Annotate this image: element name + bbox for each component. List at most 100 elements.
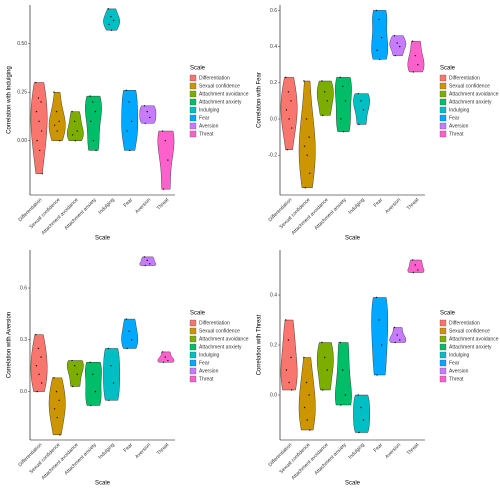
y-tick-label: 0.00 xyxy=(17,138,27,144)
data-point xyxy=(378,58,381,60)
data-point xyxy=(303,406,306,409)
data-point xyxy=(412,271,415,274)
y-tick-label: 0.2 xyxy=(270,80,277,86)
violin xyxy=(316,342,334,391)
violin xyxy=(103,348,120,401)
data-point xyxy=(411,40,414,42)
data-point xyxy=(149,263,151,265)
data-point xyxy=(128,149,131,152)
violin xyxy=(30,334,48,392)
violin xyxy=(335,342,352,406)
legend-label: Differentiation xyxy=(199,320,230,326)
x-tick-label: Indulging xyxy=(97,197,116,216)
data-point xyxy=(112,19,115,22)
data-point xyxy=(146,259,148,262)
data-point xyxy=(308,394,310,396)
data-point xyxy=(306,154,308,156)
legend-label: Sexual confidence xyxy=(449,328,490,334)
data-point xyxy=(285,369,288,371)
x-tick-label: Aversion xyxy=(384,197,402,215)
legend-swatch xyxy=(189,367,197,375)
legend-swatch xyxy=(189,351,197,359)
data-point xyxy=(107,8,110,10)
legend-swatch xyxy=(439,74,447,82)
data-point xyxy=(396,42,398,44)
data-point xyxy=(53,91,55,93)
y-tick-label: 0.0 xyxy=(20,389,27,395)
data-point xyxy=(162,188,165,190)
data-point xyxy=(326,369,328,371)
data-point xyxy=(107,347,110,350)
data-point xyxy=(376,49,378,51)
data-point xyxy=(125,318,128,320)
x-tick-label: Indulging xyxy=(347,197,366,216)
data-point xyxy=(92,140,95,142)
data-point xyxy=(286,149,288,151)
data-point xyxy=(72,385,74,388)
data-point xyxy=(40,101,42,103)
data-point xyxy=(108,23,110,26)
data-point xyxy=(39,149,41,152)
data-point xyxy=(285,109,288,111)
data-point xyxy=(59,434,61,436)
legend-title: Scale xyxy=(190,311,206,317)
x-tick-label: Attachment anxiety xyxy=(313,197,348,232)
legend-swatch xyxy=(439,335,447,343)
data-point xyxy=(126,347,128,350)
violin xyxy=(335,77,352,132)
data-point xyxy=(35,110,38,113)
data-point xyxy=(35,365,38,367)
x-tick-label: Aversion xyxy=(134,197,152,215)
data-point xyxy=(378,18,380,21)
x-axis-title: Scale xyxy=(345,481,361,487)
violin xyxy=(85,95,102,151)
legend-label: Attachment avoidance xyxy=(199,91,249,97)
x-tick-label: Indulging xyxy=(347,442,366,461)
legend-title: Scale xyxy=(190,66,206,72)
data-point xyxy=(417,269,419,271)
data-point xyxy=(37,347,40,350)
violin xyxy=(353,394,370,433)
data-point xyxy=(35,81,37,84)
legend-label: Differentiation xyxy=(449,75,480,81)
data-point xyxy=(110,365,112,367)
data-point xyxy=(144,264,146,267)
legend-label: Aversion xyxy=(199,123,219,129)
data-point xyxy=(36,390,38,393)
legend-label: Aversion xyxy=(449,123,469,129)
legend-swatch xyxy=(189,90,197,98)
data-point xyxy=(161,130,164,132)
data-point xyxy=(56,416,58,419)
data-point xyxy=(130,120,133,123)
violin xyxy=(139,256,157,266)
data-point xyxy=(58,120,60,123)
data-point xyxy=(304,187,306,189)
data-point xyxy=(322,114,324,117)
data-point xyxy=(396,334,398,336)
data-point xyxy=(167,159,169,161)
x-tick-label: Threat xyxy=(156,197,171,212)
x-axis-title: Scale xyxy=(345,236,361,242)
x-tick-label: Fear xyxy=(123,197,135,209)
data-point xyxy=(162,361,165,363)
data-point xyxy=(321,341,323,344)
data-point xyxy=(37,97,40,99)
y-tick-label: 0.0 xyxy=(270,392,277,398)
x-tick-label: Attachment anxiety xyxy=(313,442,348,477)
legend-label: Differentiation xyxy=(199,75,230,81)
y-axis-title: Correlation with Indulging xyxy=(7,66,13,134)
violin xyxy=(48,92,66,141)
data-point xyxy=(323,356,326,359)
data-point xyxy=(95,149,97,152)
data-point xyxy=(287,91,290,93)
y-tick-label: 0.4 xyxy=(270,44,277,50)
data-point xyxy=(71,359,73,362)
data-point xyxy=(340,404,342,406)
data-point xyxy=(399,45,401,48)
legend-label: Indulging xyxy=(199,352,220,358)
x-axis-title: Scale xyxy=(95,481,111,487)
data-point xyxy=(412,71,415,73)
legend-title: Scale xyxy=(440,311,456,317)
legend-swatch xyxy=(189,335,197,343)
